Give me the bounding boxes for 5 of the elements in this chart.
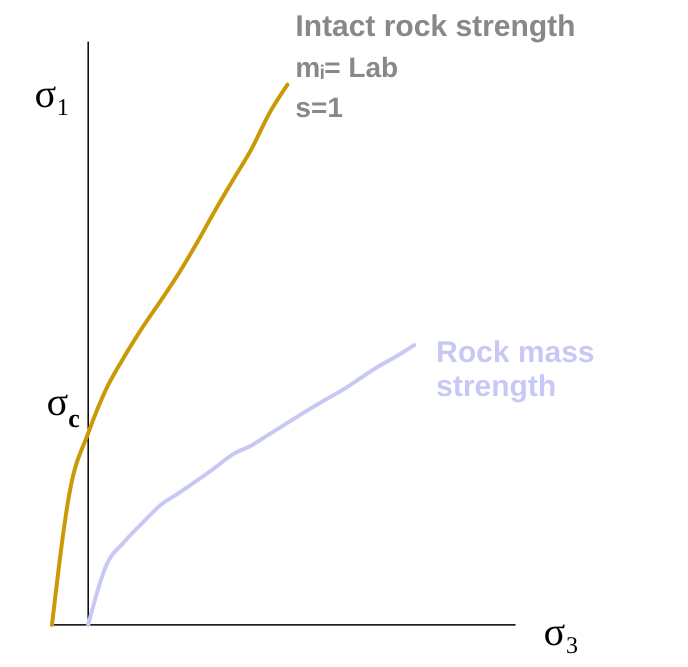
- series-label: Intact rock strength: [295, 10, 576, 43]
- x-axis-title: σ₃: [544, 608, 580, 654]
- text: mᵢ= Lab: [295, 52, 398, 83]
- y-axis-title: σ₁: [34, 70, 70, 116]
- annotation: s=1: [295, 92, 343, 123]
